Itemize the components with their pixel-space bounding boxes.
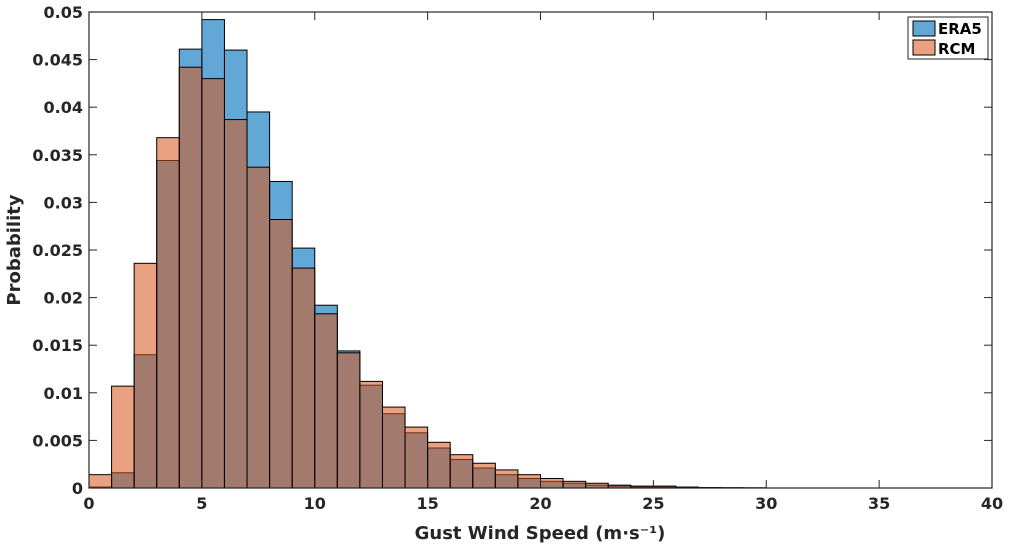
y-tick-labels: 0 0.005 0.01 0.015 0.02 0.025 0.03 0.035 0.04 0.0… [32,3,83,498]
x-tick-label: 15 [416,494,438,513]
legend-swatch-rcm [912,39,936,56]
x-tick-label: 10 [304,494,326,513]
y-axis-title: Probability [4,194,25,305]
legend-label-rcm: RCM [938,40,976,58]
y-tick-label: 0 [72,479,83,498]
y-tick-label: 0.02 [44,289,83,308]
rcm-bar [269,219,293,489]
axis-ticks [88,11,993,489]
x-tick-label: 5 [196,494,207,513]
x-tick-label: 30 [755,494,777,513]
rcm-bar [517,474,541,489]
rcm-bar [562,480,587,489]
rcm-bar [88,474,113,489]
rcm-bar [585,482,609,489]
rcm-bar [133,262,158,489]
y-tick-label: 0.03 [44,193,83,212]
rcm-bars [88,66,767,489]
rcm-bar [178,66,203,489]
rcm-bar [156,137,180,489]
y-tick-label: 0.035 [32,146,83,165]
x-tick-label: 0 [83,494,94,513]
rcm-bar [494,469,519,489]
rcm-bar [449,454,474,489]
x-tick-labels: 0 5 10 15 20 25 30 35 40 [83,494,1003,513]
rcm-bar [314,313,338,489]
x-tick-label: 25 [642,494,664,513]
y-tick-label: 0.04 [44,98,83,117]
y-tick-label: 0.015 [32,336,83,355]
rcm-bar [404,426,429,489]
y-tick-label: 0.025 [32,241,83,260]
rcm-bar [246,166,271,489]
legend-swatch-era5 [912,20,936,37]
rcm-bar [223,119,248,489]
rcm-bar [540,477,564,489]
x-tick-label: 40 [981,494,1003,513]
rcm-bar [201,78,225,489]
y-tick-label: 0.045 [32,51,83,70]
rcm-bar [291,267,316,489]
rcm-bar [111,385,135,489]
rcm-bar [381,406,406,489]
x-tick-label: 20 [529,494,551,513]
rcm-bar [359,380,383,489]
y-tick-label: 0.05 [44,3,83,22]
legend-label-era5: ERA5 [938,20,982,38]
rcm-bar [472,462,496,489]
x-axis-title: Gust Wind Speed (m·s⁻¹) [415,523,666,544]
rcm-bar [336,352,361,489]
rcm-bar [427,441,451,489]
legend: ERA5 RCM [907,16,989,60]
y-tick-label: 0.01 [44,384,83,403]
x-tick-label: 35 [868,494,890,513]
y-tick-label: 0.005 [32,431,83,450]
